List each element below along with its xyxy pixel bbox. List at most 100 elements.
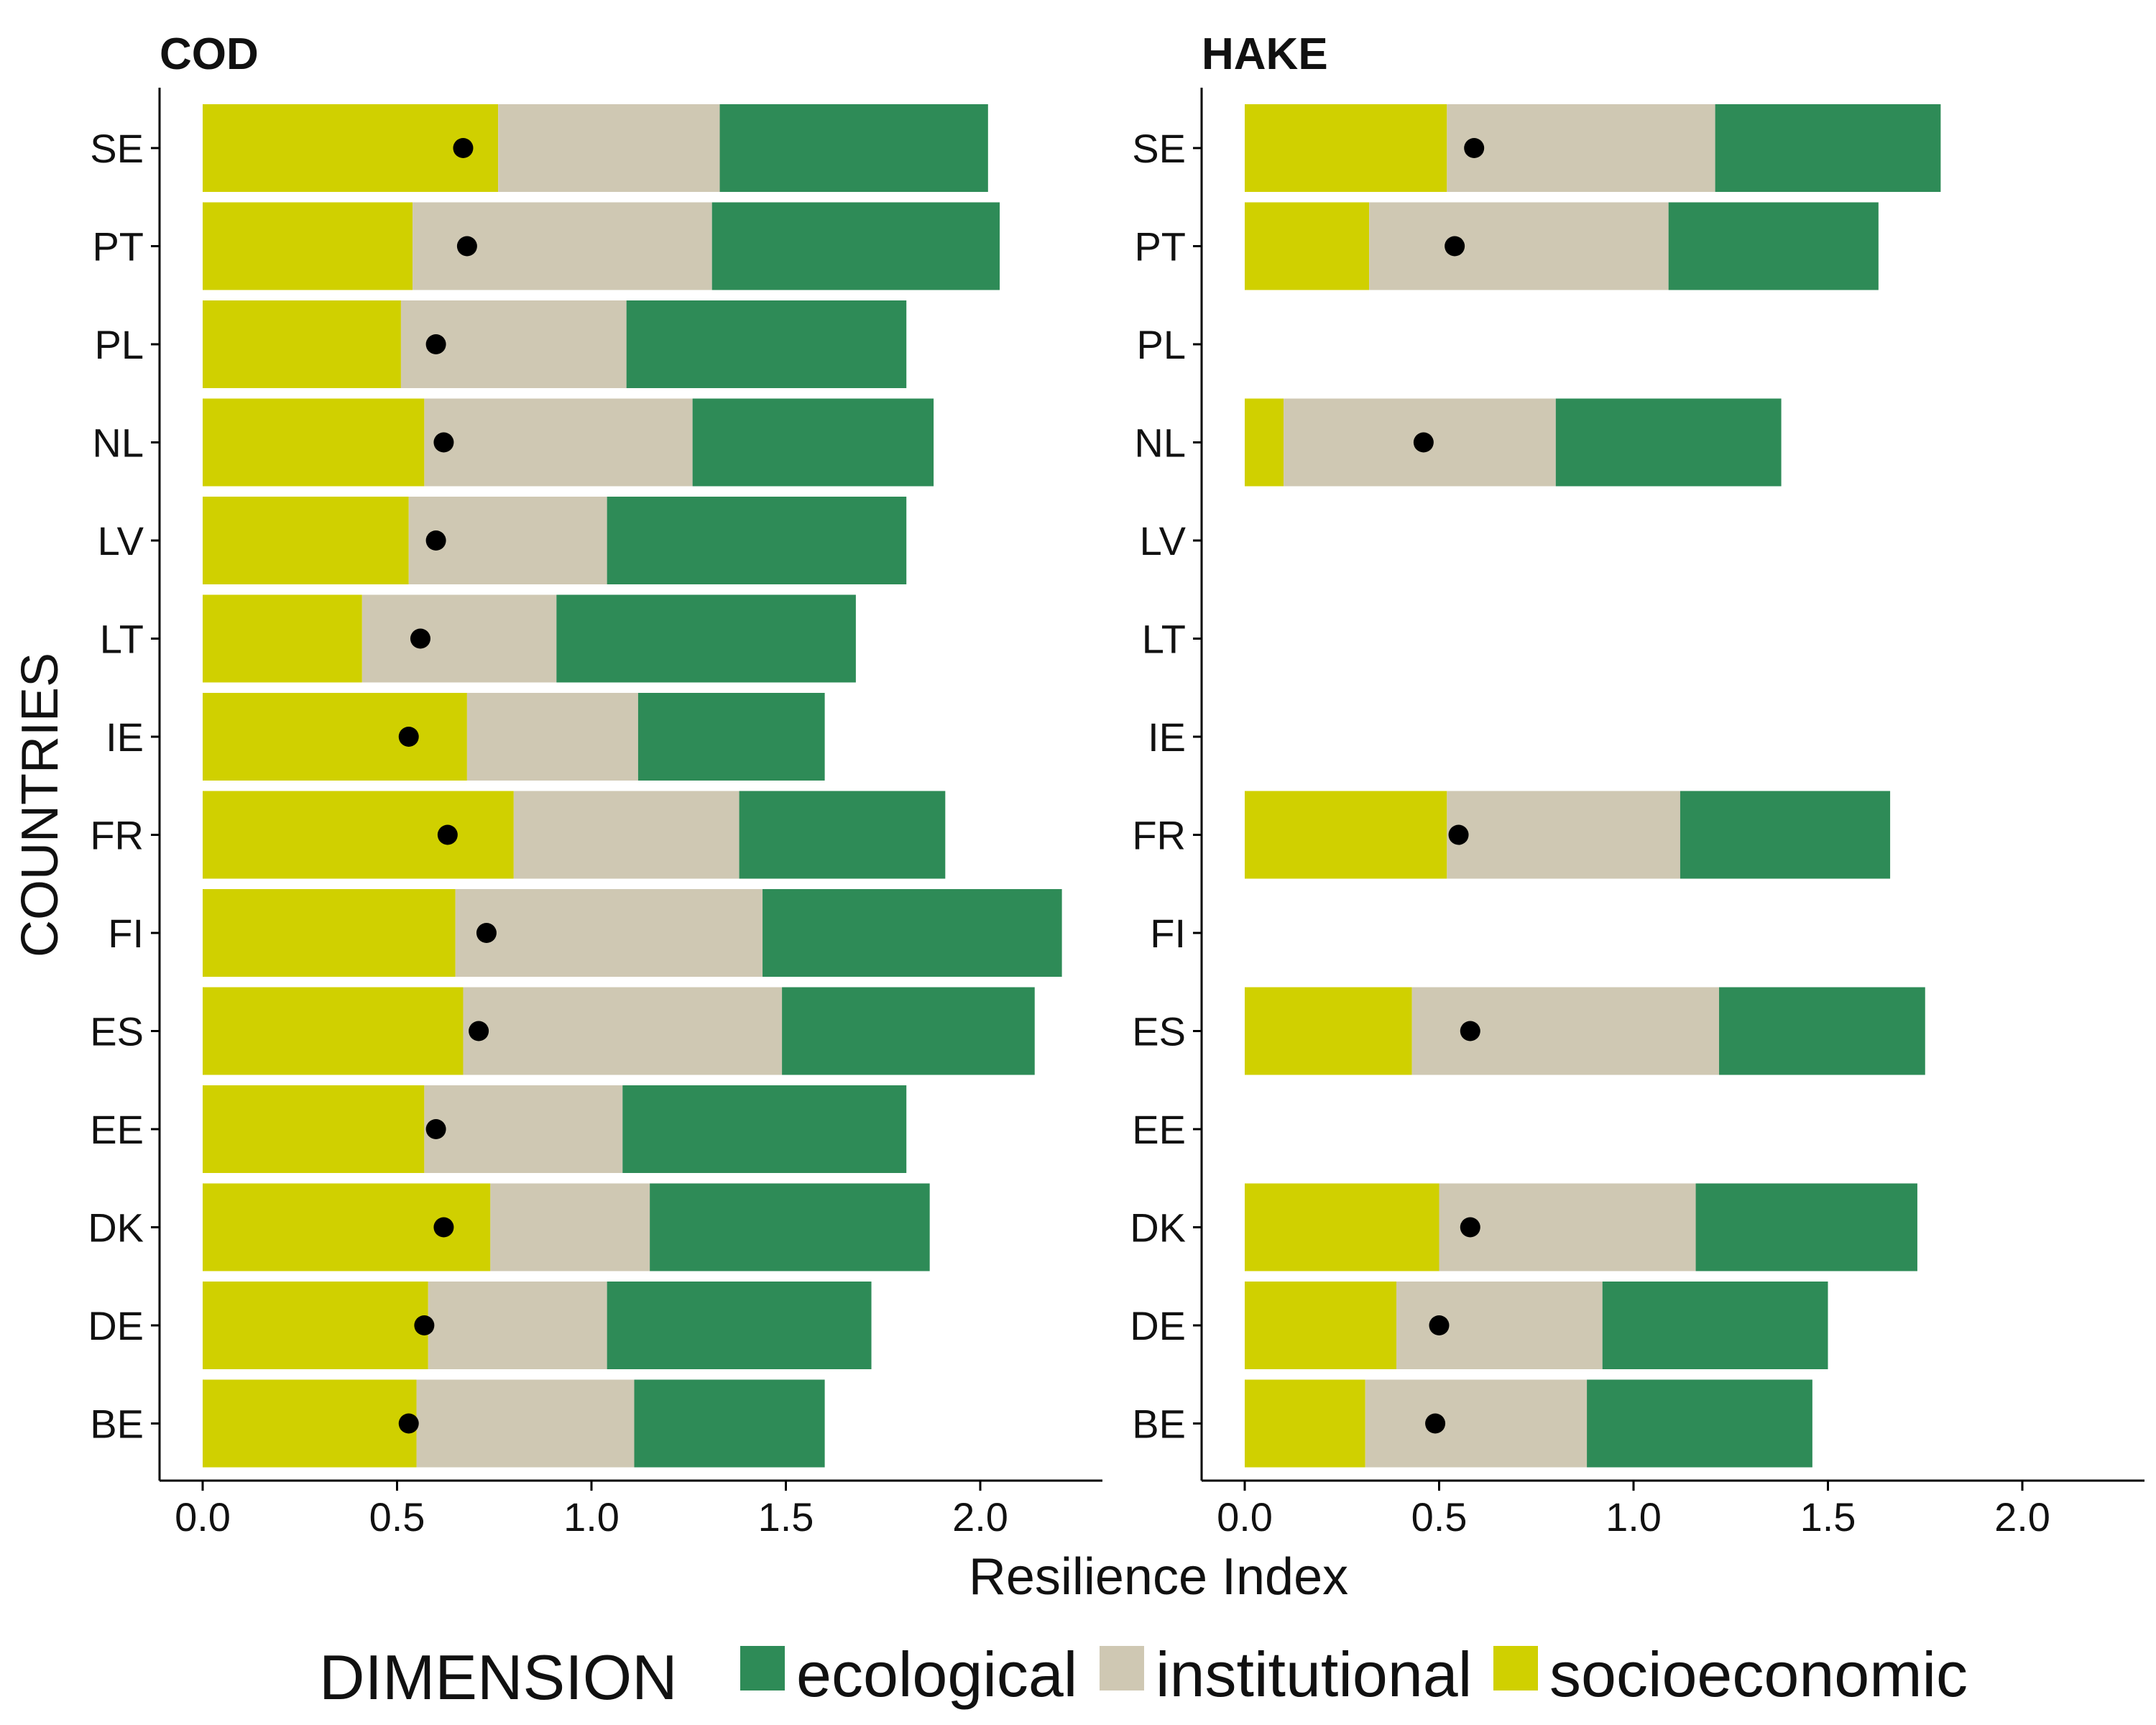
bar-institutional-se	[498, 104, 720, 192]
y-tick-label: NL	[1134, 420, 1186, 466]
y-tick-label: PL	[95, 322, 144, 367]
bar-ecological-nl	[692, 398, 934, 487]
bar-socioeconomic-lt	[203, 594, 362, 683]
y-tick-label: FI	[1150, 911, 1186, 956]
x-tick-label: 2.0	[1994, 1494, 2050, 1540]
bar-ecological-ee	[622, 1085, 907, 1173]
bar-ecological-pl	[626, 300, 907, 388]
bar-ecological-pt	[1668, 202, 1879, 290]
y-tick-label: ES	[90, 1009, 144, 1054]
y-tick-label: SE	[1132, 126, 1186, 171]
bar-ecological-fr	[739, 791, 946, 879]
point-lv	[425, 530, 446, 551]
y-tick-label: IE	[1148, 714, 1186, 760]
bar-institutional-fr	[1447, 791, 1680, 879]
chart-panels: COD SE PT PL NL LV LT IE FR FI ES EE DK DE BE 0.0 0.5 1.0…	[88, 29, 2145, 1540]
y-tick-label: LT	[1142, 617, 1186, 662]
bar-institutional-fi	[455, 889, 763, 977]
bar-socioeconomic-fi	[203, 889, 456, 977]
bar-institutional-nl	[424, 398, 693, 487]
bar-socioeconomic-ie	[203, 693, 467, 781]
bar-institutional-be	[416, 1379, 635, 1468]
y-tick-label: DE	[1130, 1303, 1186, 1348]
point-pt	[456, 236, 477, 257]
bar-socioeconomic-es	[1245, 987, 1412, 1075]
bar-institutional-ee	[424, 1085, 623, 1173]
point-fr	[437, 824, 458, 845]
bar-ecological-de	[607, 1282, 872, 1369]
point-dk	[1460, 1217, 1480, 1238]
y-axis-title: COUNTRIES	[11, 653, 69, 957]
legend-label-ecological: ecological	[796, 1639, 1077, 1710]
bar-socioeconomic-es	[203, 987, 464, 1075]
point-pt	[1445, 236, 1465, 257]
bar-socioeconomic-fr	[203, 791, 514, 879]
legend-key-institutional	[1100, 1646, 1144, 1690]
bar-socioeconomic-pt	[1245, 202, 1370, 290]
bar-institutional-es	[463, 987, 783, 1075]
bar-institutional-ie	[466, 693, 638, 781]
bar-socioeconomic-pl	[203, 300, 401, 388]
bar-socioeconomic-de	[203, 1282, 428, 1369]
bar-institutional-lt	[361, 594, 557, 683]
y-tick-label: DK	[1130, 1205, 1186, 1251]
y-tick-label: ES	[1132, 1009, 1186, 1054]
bar-ecological-de	[1602, 1282, 1828, 1369]
y-tick-label: SE	[90, 126, 144, 171]
point-se	[1464, 138, 1485, 158]
legend-title: DIMENSION	[319, 1642, 678, 1713]
bar-ecological-ie	[637, 693, 825, 781]
x-tick-label: 1.5	[1800, 1494, 1856, 1540]
bar-socioeconomic-nl	[1245, 398, 1284, 487]
point-pl	[425, 334, 446, 354]
bar-ecological-es	[782, 987, 1035, 1075]
y-tick-label: PT	[92, 224, 144, 270]
y-tick-label: FR	[90, 813, 144, 858]
y-tick-label: EE	[1132, 1107, 1186, 1152]
legend: DIMENSION ecological institutional socioec…	[319, 1639, 1968, 1713]
point-fi	[476, 923, 497, 943]
bar-institutional-pt	[1369, 202, 1669, 290]
y-tick-label: BE	[1132, 1402, 1186, 1447]
bar-ecological-dk	[650, 1183, 930, 1271]
bar-socioeconomic-dk	[1245, 1183, 1439, 1271]
x-axis-title: Resilience Index	[969, 1548, 1348, 1606]
legend-label-institutional: institutional	[1156, 1639, 1472, 1710]
bar-institutional-es	[1411, 987, 1720, 1075]
bar-ecological-pt	[711, 202, 1000, 290]
bar-ecological-fr	[1680, 791, 1891, 879]
bar-socioeconomic-ee	[203, 1085, 425, 1173]
panel-title: HAKE	[1202, 29, 1328, 79]
point-de	[414, 1315, 435, 1335]
y-tick-label: LV	[98, 518, 144, 564]
bar-ecological-lt	[556, 594, 856, 683]
y-tick-label: FI	[108, 911, 144, 956]
point-nl	[433, 432, 454, 453]
x-tick-label: 1.0	[1606, 1494, 1662, 1540]
y-tick-label: IE	[106, 714, 144, 760]
legend-key-ecological	[740, 1646, 785, 1690]
bar-institutional-fr	[513, 791, 740, 879]
y-tick-label: PT	[1134, 224, 1186, 270]
bar-institutional-be	[1365, 1379, 1588, 1468]
bar-socioeconomic-se	[203, 104, 499, 192]
bar-ecological-nl	[1555, 398, 1782, 487]
point-lt	[410, 628, 430, 649]
bar-institutional-dk	[1439, 1183, 1696, 1271]
bar-socioeconomic-lv	[203, 497, 409, 584]
x-tick-label: 0.5	[369, 1494, 425, 1540]
point-ie	[398, 727, 419, 747]
bar-ecological-be	[634, 1379, 825, 1468]
bar-institutional-dk	[490, 1183, 650, 1271]
panel-hake: HAKE SE PT PL NL LV LT IE FR FI ES EE DK DE BE 0.0 0.5 1.…	[1130, 29, 2145, 1540]
y-tick-label: EE	[90, 1107, 144, 1152]
point-es	[469, 1021, 489, 1041]
y-tick-label: LT	[100, 617, 144, 662]
bar-ecological-se	[1715, 104, 1941, 192]
bar-institutional-de	[1396, 1282, 1603, 1369]
bar-ecological-fi	[763, 889, 1062, 977]
legend-label-socioeconomic: socioeconomic	[1549, 1639, 1968, 1710]
x-tick-label: 2.0	[952, 1494, 1008, 1540]
bar-institutional-se	[1447, 104, 1715, 192]
